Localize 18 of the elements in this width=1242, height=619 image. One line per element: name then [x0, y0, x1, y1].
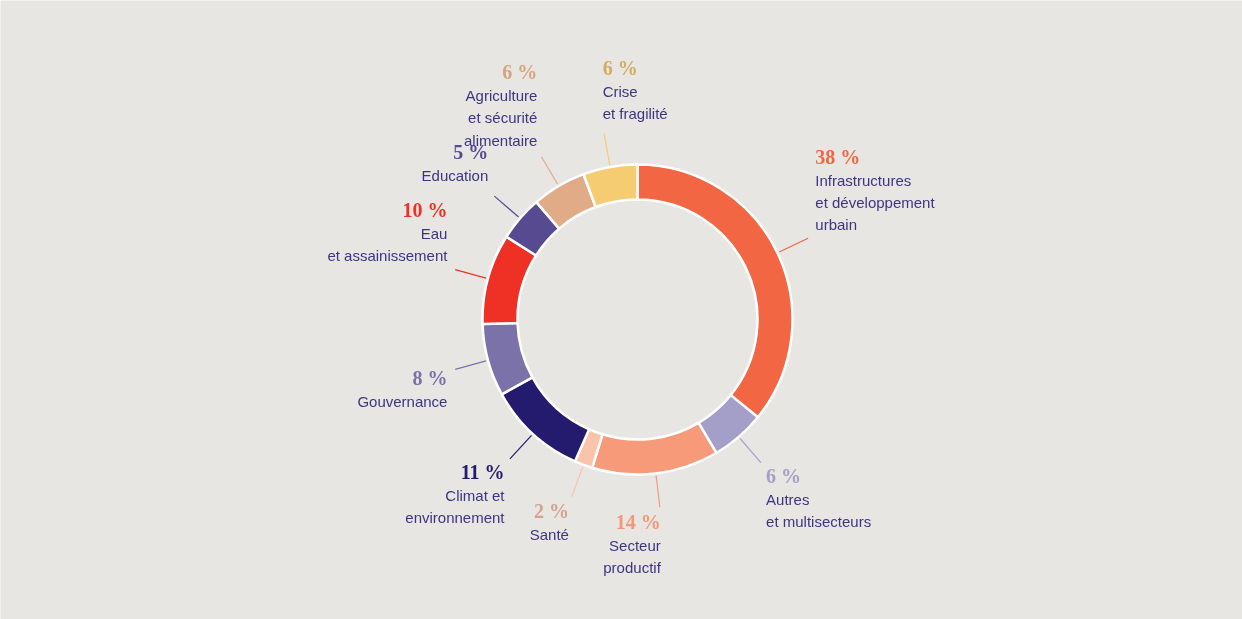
data-label: 6 % — [766, 464, 802, 487]
slice-label: Eau et assainissement — [327, 224, 449, 264]
slice-label: Gouvernance — [357, 393, 448, 411]
data-label: 6 % — [502, 61, 538, 84]
data-label: 2 % — [533, 500, 569, 523]
data-label: 8 % — [412, 367, 448, 390]
slice-label: Climat et environnement — [405, 486, 506, 526]
slice-label: Autres et multisecteurs — [766, 490, 872, 530]
data-label: 11 % — [460, 460, 505, 483]
slice-label: Santé — [529, 526, 569, 544]
data-label: 6 % — [602, 56, 638, 79]
data-label: 14 % — [615, 511, 661, 534]
data-label: 10 % — [402, 198, 448, 221]
slice-label: Secteur productif — [603, 537, 662, 577]
slice-label: Education — [421, 167, 489, 185]
slice-label: Infrastructures et développement urbain — [815, 172, 936, 234]
data-label: 38 % — [815, 146, 861, 169]
slice-label: Crise et fragilité — [602, 82, 668, 122]
